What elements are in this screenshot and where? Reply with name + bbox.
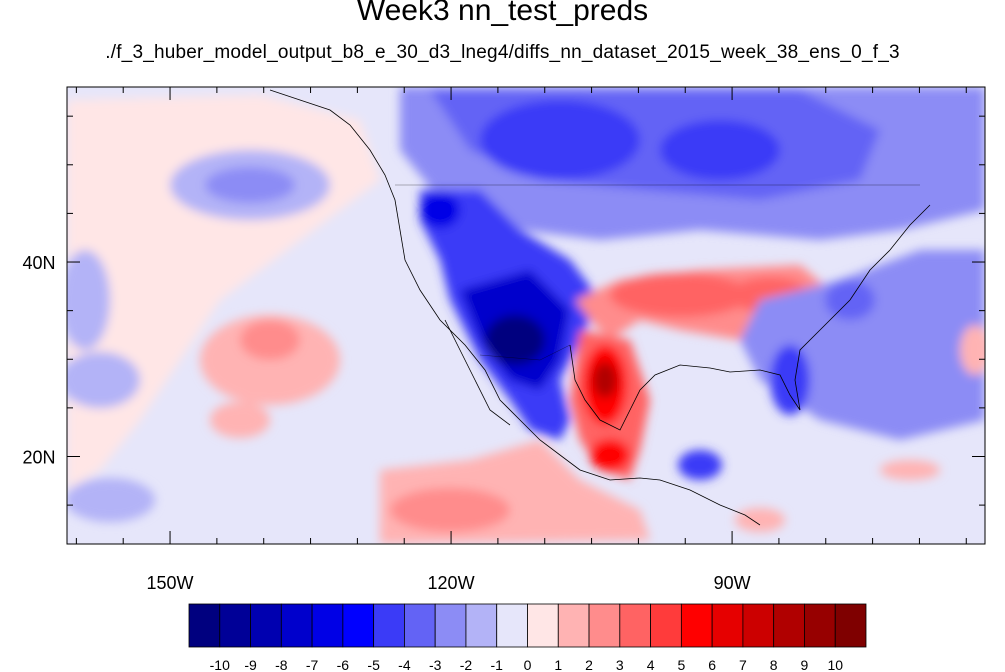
colorbar-label: 2 — [585, 657, 593, 672]
map-frame — [66, 86, 986, 545]
colorbar-label: -10 — [210, 657, 230, 672]
colorbar-box — [619, 603, 651, 648]
lat-label: 40N — [22, 253, 55, 273]
map-axes: 150W 120W 90W 40N 20N — [22, 87, 985, 593]
colorbar-box — [557, 603, 590, 648]
anomaly-field — [67, 87, 985, 544]
colorbar-box — [465, 603, 498, 648]
colorbar-label: 7 — [739, 657, 747, 672]
colorbar-box — [342, 603, 375, 648]
colorbar-label: 4 — [647, 657, 655, 672]
plot-subtitle: ./f_3_huber_model_output_b8_e_30_d3_lneg… — [105, 42, 900, 63]
colorbar-box — [188, 603, 221, 648]
colorbar-label: -9 — [244, 657, 257, 672]
colorbar-box — [742, 603, 775, 648]
colorbar-label: -1 — [491, 657, 504, 672]
colorbar-box — [373, 603, 405, 648]
colorbar-label: -3 — [429, 657, 442, 672]
colorbar-label: -6 — [337, 657, 350, 672]
colorbar-label: 0 — [524, 657, 532, 672]
colorbar-box — [496, 603, 528, 648]
colorbar-box — [711, 603, 744, 648]
colorbar-label: -7 — [306, 657, 319, 672]
lon-label: 120W — [428, 573, 475, 593]
colorbar-box — [311, 603, 344, 648]
colorbar-box — [804, 603, 836, 648]
colorbar-box — [250, 603, 282, 648]
colorbar-box — [280, 603, 313, 648]
colorbar-label: 6 — [708, 657, 716, 672]
colorbar-box — [588, 603, 621, 648]
colorbar-box — [680, 603, 713, 648]
colorbar-label: 10 — [827, 657, 843, 672]
colorbar-box — [404, 603, 436, 648]
colorbar-box — [834, 603, 867, 648]
lon-label: 90W — [714, 573, 751, 593]
colorbar-label: 8 — [770, 657, 778, 672]
colorbar-label: -4 — [398, 657, 411, 672]
colorbar-label: 9 — [801, 657, 809, 672]
colorbar-box — [219, 603, 251, 648]
colorbar-label: -5 — [367, 657, 380, 672]
colorbar-label: 1 — [554, 657, 562, 672]
lat-label: 20N — [22, 447, 55, 467]
colorbar: -10 -9 -8 -7 -6 -5 -4 -3 -2 -1 0 1 2 3 4 5 6 7 8 9 10 — [188, 603, 867, 672]
plot-title: Week3 nn_test_preds — [356, 0, 649, 27]
field-blobs — [67, 87, 985, 544]
colorbar-label: -2 — [460, 657, 473, 672]
colorbar-box — [773, 603, 805, 648]
colorbar-label: 5 — [677, 657, 685, 672]
lon-label: 150W — [147, 573, 194, 593]
colorbar-box — [527, 603, 559, 648]
colorbar-box — [650, 603, 682, 648]
coastlines — [269, 89, 931, 526]
colorbar-label: -8 — [275, 657, 288, 672]
colorbar-box — [434, 603, 467, 648]
borders — [395, 184, 920, 361]
colorbar-label: 3 — [616, 657, 624, 672]
